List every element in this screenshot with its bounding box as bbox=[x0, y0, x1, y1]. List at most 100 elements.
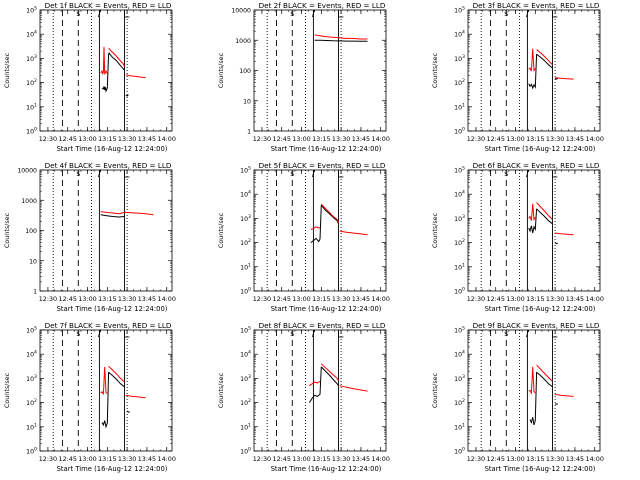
y-tick-label: 105 bbox=[454, 6, 465, 15]
marker-flag bbox=[312, 329, 315, 338]
events-series-line bbox=[554, 77, 558, 80]
panel-det-2f: Det 2f BLACK = Events, RED = LLD Counts/s… bbox=[217, 1, 390, 153]
x-tick-label: 14:00 bbox=[586, 135, 604, 143]
x-tick-label: 13:30 bbox=[546, 135, 564, 143]
events-series-line bbox=[108, 371, 125, 388]
y-axis-label: Counts/sec bbox=[3, 212, 11, 248]
x-tick-label: 13:15 bbox=[98, 455, 116, 463]
events-series-line bbox=[536, 53, 553, 69]
x-tick-label: 13:15 bbox=[98, 295, 116, 303]
y-tick-label: 103 bbox=[240, 214, 251, 223]
x-axis-label: Start Time (16-Aug-12 12:24:00) bbox=[271, 465, 382, 473]
marker-label-s: S bbox=[504, 330, 508, 338]
y-tick-label: 105 bbox=[454, 166, 465, 175]
y-axis-label: Counts/sec bbox=[217, 52, 225, 88]
x-axis-label: Start Time (16-Aug-12 12:24:00) bbox=[271, 305, 382, 313]
marker-flag bbox=[526, 169, 529, 178]
series-group bbox=[314, 34, 368, 42]
y-tick-label: 103 bbox=[454, 374, 465, 383]
lld-series-line bbox=[536, 49, 553, 66]
y-tick-label: 103 bbox=[26, 54, 37, 63]
marker-flag bbox=[312, 9, 315, 18]
panel-det-5f: Det 5f BLACK = Events, RED = LLD Counts/s… bbox=[217, 161, 390, 313]
plot-frame bbox=[467, 329, 601, 452]
x-tick-label: 12:45 bbox=[59, 455, 77, 463]
lld-series-line bbox=[320, 363, 339, 381]
marker-flag bbox=[312, 169, 315, 178]
panel-det-3f: Det 3f BLACK = Events, RED = LLD Counts/s… bbox=[431, 1, 604, 153]
x-axis-label: Start Time (16-Aug-12 12:24:00) bbox=[485, 305, 596, 313]
lld-series-line bbox=[555, 393, 574, 397]
x-tick-label: 14:00 bbox=[586, 455, 604, 463]
x-tick-label: 13:30 bbox=[118, 295, 136, 303]
marker-flag bbox=[98, 329, 101, 338]
lld-series-line bbox=[528, 366, 536, 395]
y-tick-label: 104 bbox=[454, 350, 465, 359]
x-tick-label: 13:15 bbox=[312, 455, 330, 463]
events-series-line bbox=[529, 372, 538, 426]
y-tick-label: 100 bbox=[240, 287, 251, 296]
x-tick-label: 14:00 bbox=[158, 455, 176, 463]
x-tick-label: 13:45 bbox=[352, 295, 370, 303]
x-tick-label: 12:45 bbox=[273, 455, 291, 463]
y-tick-label: 105 bbox=[26, 326, 37, 335]
x-tick-label: 13:30 bbox=[546, 295, 564, 303]
marker-flag bbox=[526, 9, 529, 18]
y-tick-label: 103 bbox=[454, 214, 465, 223]
lld-series-line bbox=[536, 364, 553, 382]
events-series-line bbox=[554, 242, 558, 245]
y-tick-label: 101 bbox=[454, 102, 465, 111]
x-tick-label: 13:45 bbox=[138, 455, 156, 463]
marker-bracket bbox=[552, 11, 558, 18]
lld-series-line bbox=[320, 203, 339, 224]
marker-label-s: S bbox=[504, 10, 508, 18]
series-group bbox=[100, 46, 146, 97]
x-tick-label: 13:00 bbox=[292, 135, 310, 143]
plot-frame bbox=[253, 169, 387, 292]
y-tick-label: 101 bbox=[240, 422, 251, 431]
x-axis-label: Start Time (16-Aug-12 12:24:00) bbox=[271, 145, 382, 153]
marker-flag bbox=[526, 329, 529, 338]
y-tick-label: 100 bbox=[454, 287, 465, 296]
marker-bracket bbox=[552, 171, 558, 178]
y-tick-label: 104 bbox=[26, 350, 37, 359]
y-tick-label: 104 bbox=[240, 190, 251, 199]
x-tick-label: 13:30 bbox=[332, 295, 350, 303]
events-series-line bbox=[554, 403, 558, 405]
marker-label-s: S bbox=[76, 330, 80, 338]
plot-frame bbox=[467, 169, 601, 292]
x-tick-label: 13:00 bbox=[292, 455, 310, 463]
y-axis-label: Counts/sec bbox=[431, 212, 439, 248]
events-series-line bbox=[125, 94, 129, 97]
events-series-line bbox=[126, 410, 130, 413]
marker-bracket bbox=[338, 11, 344, 18]
x-tick-label: 13:00 bbox=[292, 295, 310, 303]
y-tick-label: 10 bbox=[29, 258, 37, 265]
x-tick-label: 13:45 bbox=[566, 135, 584, 143]
marker-bracket bbox=[338, 171, 344, 178]
y-tick-label: 102 bbox=[240, 238, 251, 247]
y-tick-label: 105 bbox=[454, 326, 465, 335]
y-tick-label: 103 bbox=[454, 54, 465, 63]
plot-frame bbox=[39, 9, 173, 132]
marker-bracket bbox=[124, 171, 130, 178]
x-tick-label: 12:45 bbox=[59, 135, 77, 143]
marker-bracket bbox=[552, 331, 558, 338]
marker-bracket bbox=[124, 331, 130, 338]
x-tick-label: 13:15 bbox=[312, 135, 330, 143]
marker-bracket bbox=[338, 331, 344, 338]
lld-series-line bbox=[100, 46, 109, 76]
x-tick-label: 13:45 bbox=[352, 135, 370, 143]
y-axis-label: Counts/sec bbox=[431, 372, 439, 408]
panel-det-7f: Det 7f BLACK = Events, RED = LLD Counts/s… bbox=[3, 321, 176, 473]
marker-label-s: S bbox=[290, 330, 294, 338]
y-axis-label: Counts/sec bbox=[3, 52, 11, 88]
y-tick-label: 100 bbox=[240, 447, 251, 456]
y-tick-label: 101 bbox=[454, 422, 465, 431]
y-tick-label: 102 bbox=[26, 78, 37, 87]
panel-det-1f: Det 1f BLACK = Events, RED = LLD Counts/s… bbox=[3, 1, 176, 153]
marker-label-s: S bbox=[76, 10, 80, 18]
events-series-line bbox=[536, 371, 553, 388]
